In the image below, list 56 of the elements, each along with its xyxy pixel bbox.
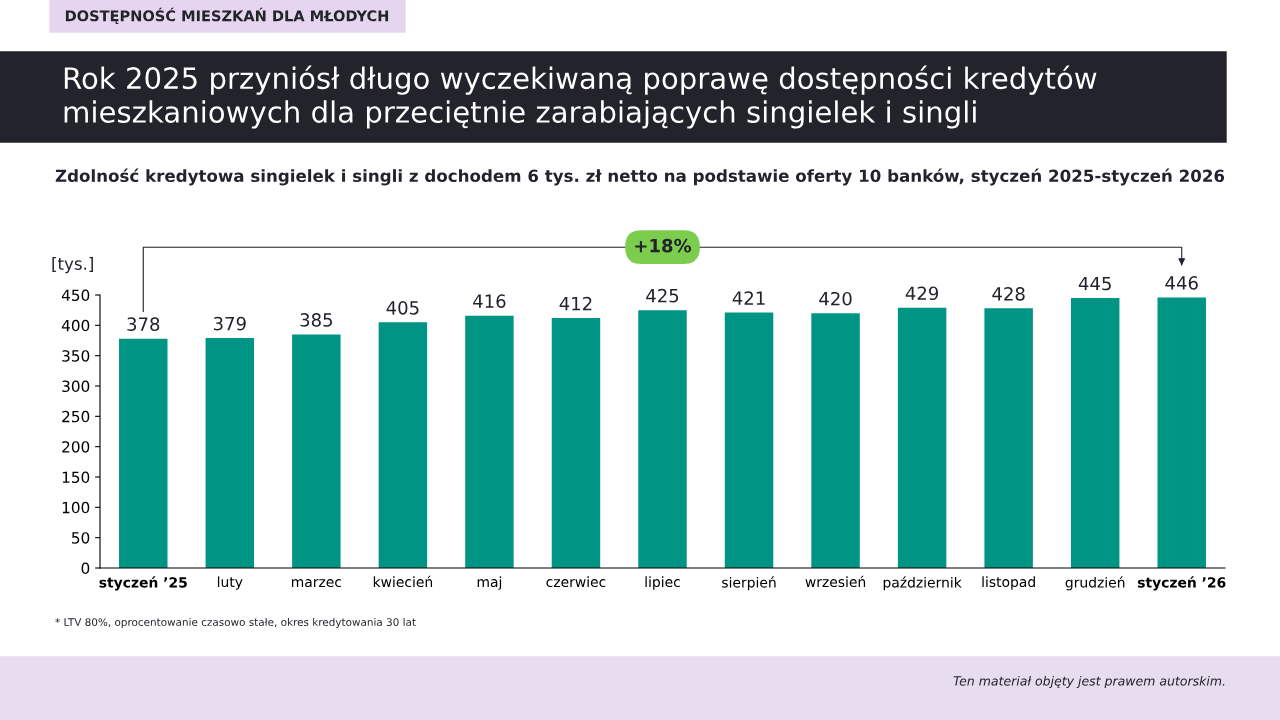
y-tick-label: 250: [62, 410, 90, 423]
data-label: 379: [213, 316, 246, 331]
bar: [724, 312, 774, 568]
y-tick-label: 0: [81, 562, 90, 575]
x-tick-label: styczeń ’25: [99, 576, 187, 591]
text: DOSTĘPNOŚĆ MIESZKAŃ DLA MŁODYCH: [65, 7, 389, 24]
data-label: 425: [646, 288, 679, 303]
data-label: 378: [127, 317, 160, 332]
bar: [897, 307, 947, 568]
y-tick-label: 50: [72, 532, 90, 544]
x-tick-label: październik: [883, 576, 962, 591]
bar: [811, 313, 860, 568]
data-label: 428: [992, 287, 1025, 301]
x-tick-label: sierpień: [722, 576, 776, 591]
x-tick-label: marzec: [292, 579, 342, 588]
x-tick-label: styczeń ’26: [1137, 576, 1226, 591]
y-tick-label: 350: [62, 350, 90, 362]
data-label: 446: [1165, 276, 1198, 290]
y-tick-label: 200: [62, 441, 90, 453]
data-label: 412: [559, 296, 592, 311]
chart-subtitle: Zdolność kredytowa singielek i singli z dochodem 6 tys. zł netto na podstawie oferty 10 banków, styczeń 2025-styczeń 2026: [55, 168, 1225, 186]
data-label: 421: [732, 291, 765, 305]
bar: [119, 338, 168, 568]
x-tick-label: grudzień: [1065, 576, 1125, 591]
y-axis-title: [tys.]: [52, 257, 93, 274]
data-label: 416: [473, 294, 506, 308]
data-label: 385: [300, 313, 332, 327]
bar: [1070, 298, 1120, 568]
x-tick-label: lipiec: [645, 576, 680, 590]
x-tick-label: maj: [477, 576, 502, 590]
bar: [292, 334, 341, 568]
text: +18%: [635, 238, 692, 253]
x-tick-label: wrzesień: [805, 575, 866, 588]
bar: [638, 310, 687, 568]
bar: [551, 318, 601, 568]
data-label: 405: [386, 300, 419, 315]
y-tick-label: 450: [61, 289, 90, 302]
bar: [205, 338, 255, 568]
bar: [465, 315, 514, 568]
x-tick-label: kwiecień: [373, 575, 433, 588]
bar: [1157, 297, 1206, 568]
y-tick-label: 100: [62, 501, 90, 514]
x-tick-label: luty: [217, 576, 243, 590]
x-tick-label: listopad: [982, 576, 1035, 590]
data-label: 429: [905, 286, 939, 301]
y-tick-label: 400: [61, 319, 90, 332]
bar: [378, 322, 428, 568]
x-tick-label: czerwiec: [546, 576, 606, 588]
bar: [984, 308, 1033, 568]
data-label: 420: [819, 291, 852, 306]
data-label: 445: [1078, 276, 1111, 291]
y-tick-label: 150: [62, 471, 90, 484]
y-tick-label: 300: [62, 380, 90, 393]
text: * LTV 80%, oprocentowanie czasowo stałe, okres kredytowania 30 lat: [55, 617, 416, 629]
text: Ten materiał objęty jest prawem autorskim.: [953, 675, 1225, 689]
chart-title: Rok 2025 przyniósł długo wyczekiwaną poprawę dostępności kredytów mieszkaniowych dla przeciętnie zarabiających singielek i singli: [64, 65, 1097, 129]
